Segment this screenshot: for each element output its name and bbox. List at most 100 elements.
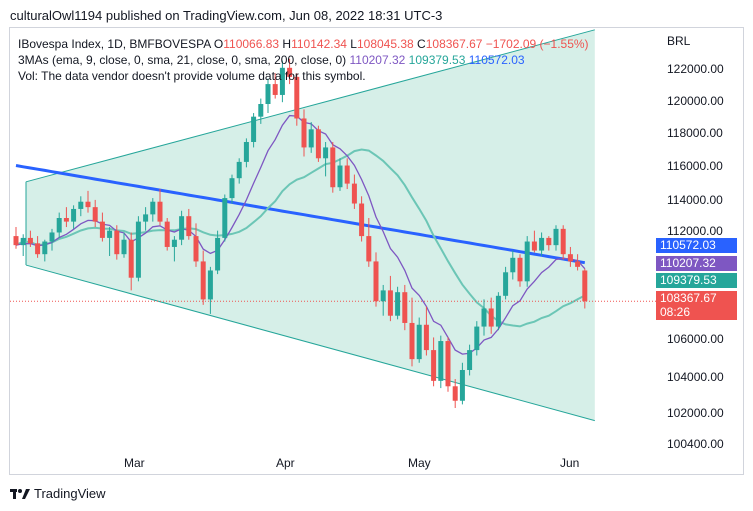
x-tick: Apr <box>276 456 295 470</box>
candle-body <box>481 308 487 327</box>
candle-body <box>200 261 206 300</box>
ohlc-low-label: L <box>350 37 357 51</box>
ma1-line <box>15 114 586 355</box>
ma2-price-tag: 109379.53 <box>656 273 737 288</box>
candle-body <box>207 270 213 300</box>
y-tick: 120000.00 <box>667 94 724 108</box>
symbol-title: IBovespa Index, 1D, BMFBOVESPA <box>18 37 211 51</box>
candle-body <box>49 232 55 242</box>
candle-body <box>308 129 314 148</box>
candle-body <box>373 261 379 302</box>
candle-body <box>495 295 501 327</box>
candle-body <box>128 239 134 278</box>
ohlc-open-label: O <box>213 37 224 51</box>
candle-body <box>243 142 249 162</box>
candle-body <box>114 230 120 255</box>
candle-body <box>323 147 329 159</box>
chart-frame <box>9 27 744 475</box>
candle-body <box>351 183 357 204</box>
y-tick: 106000.00 <box>667 332 724 346</box>
channel-fill <box>26 29 595 421</box>
candle-body <box>546 237 552 246</box>
candle-body <box>560 228 566 255</box>
candle-body <box>301 118 307 148</box>
y-tick: 104000.00 <box>667 370 724 384</box>
candle-body <box>438 341 444 381</box>
currency-label: BRL <box>667 34 691 48</box>
candle-body <box>27 237 33 244</box>
candle-body <box>452 386 458 401</box>
published-header: culturalOwl1194 published on TradingView… <box>10 8 443 23</box>
y-tick: 122000.00 <box>667 62 724 76</box>
candle-body <box>503 272 509 296</box>
candle-body <box>63 218 69 222</box>
candle-body <box>409 322 415 360</box>
ma3-price-tag: 110572.03 <box>656 238 737 253</box>
candle-body <box>402 292 408 323</box>
candle-body <box>582 270 588 302</box>
tradingview-brand[interactable]: TradingView <box>10 486 106 501</box>
candle-body <box>395 292 401 316</box>
candle-body <box>13 236 19 246</box>
y-tick: 100400.00 <box>667 437 724 451</box>
candle-body <box>431 350 437 381</box>
chart-legend: IBovespa Index, 1D, BMFBOVESPA O110066.8… <box>18 36 589 84</box>
y-tick: 102000.00 <box>667 406 724 420</box>
candle-body <box>236 161 242 179</box>
candle-body <box>423 324 429 351</box>
x-tick: Jun <box>560 456 580 470</box>
volume-note: Vol: The data vendor doesn't provide vol… <box>18 69 366 83</box>
candle-body <box>92 207 98 222</box>
y-tick: 116000.00 <box>667 159 723 173</box>
ohlc-high-label: H <box>282 37 292 51</box>
brand-name: TradingView <box>34 486 106 501</box>
candle-body <box>567 254 573 262</box>
ma1-value: 110207.32 <box>349 53 406 67</box>
candle-body <box>42 241 48 255</box>
candle-body <box>459 370 465 401</box>
ma3-line <box>15 164 586 265</box>
candle-body <box>179 216 185 240</box>
price-chart[interactable] <box>10 28 656 446</box>
candle-body <box>265 84 271 104</box>
ohlc-close-label: C <box>417 37 426 51</box>
candle-body <box>99 221 105 238</box>
candle-body <box>337 165 343 188</box>
candle-body <box>56 218 62 233</box>
ma1-price-tag: 110207.32 <box>656 256 737 271</box>
candle-body <box>150 201 156 215</box>
candle-body <box>344 165 350 184</box>
channel-lower-line <box>25 264 595 422</box>
tradingview-logo-icon <box>10 488 30 499</box>
x-tick: Mar <box>124 456 145 470</box>
candle-body <box>387 290 393 316</box>
candle-body <box>517 257 523 282</box>
ohlc-low: 108045.38 <box>356 37 414 51</box>
candle-body <box>157 201 163 222</box>
candle-body <box>366 236 372 262</box>
candle-body <box>531 241 537 251</box>
candle-body <box>171 239 177 247</box>
candle-body <box>575 261 581 267</box>
candle-body <box>488 308 494 327</box>
ohlc-change: −1702.09 (−1.55%) <box>485 37 589 51</box>
ma2-value: 109379.53 <box>408 53 466 67</box>
candle-body <box>279 67 285 95</box>
candle-body <box>315 129 321 159</box>
channel-upper-line <box>25 29 595 183</box>
candle-body <box>135 221 141 278</box>
candle-body <box>193 236 199 262</box>
candle-body <box>215 237 221 271</box>
x-tick: May <box>408 456 431 470</box>
ohlc-open: 110066.83 <box>223 37 280 51</box>
candle-body <box>445 341 451 387</box>
candle-body <box>467 350 473 370</box>
candle-body <box>359 203 365 237</box>
candle-body <box>294 76 300 119</box>
candle-body <box>121 239 127 255</box>
candle-body <box>380 290 386 302</box>
candle-body <box>78 201 84 209</box>
candle-body <box>524 241 530 282</box>
y-tick: 112000.00 <box>667 224 723 238</box>
bar-countdown: 08:26 <box>656 305 737 320</box>
